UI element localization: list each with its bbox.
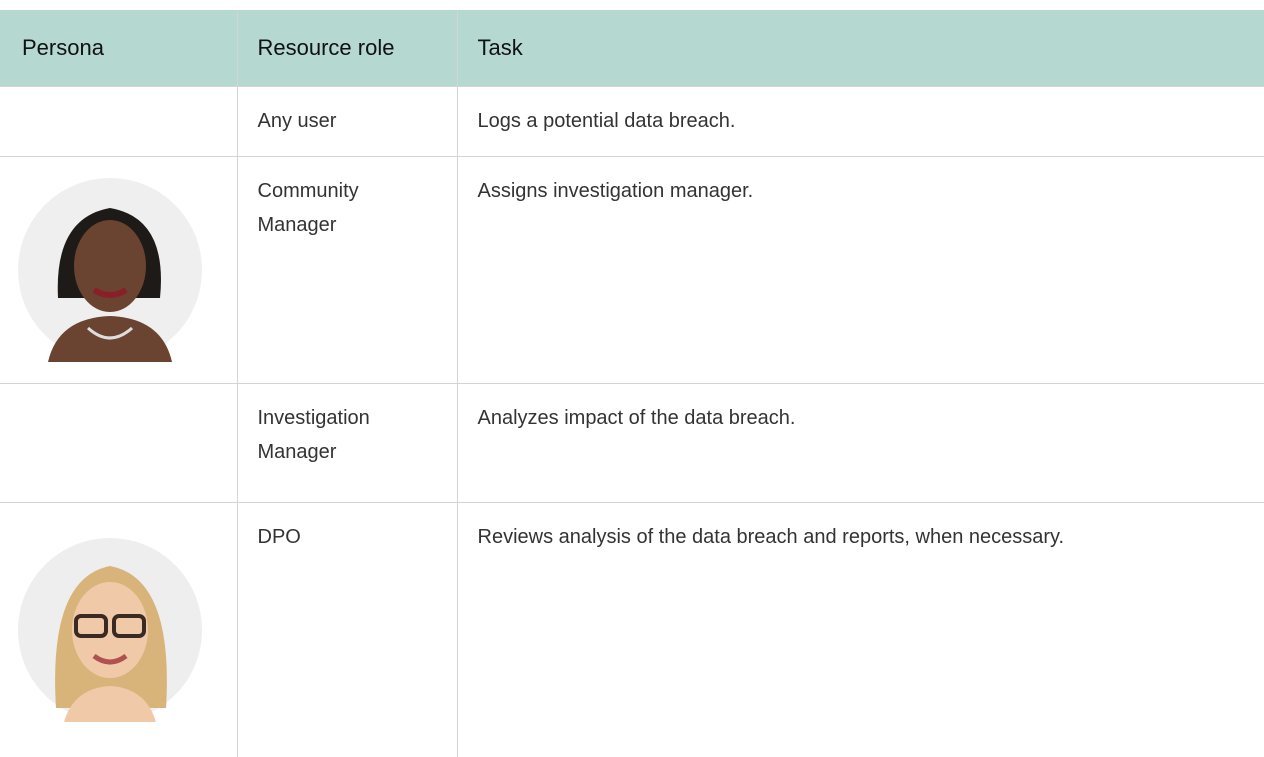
task-cell: Reviews analysis of the data breach and …: [457, 503, 1264, 757]
role-cell: Community Manager: [237, 157, 457, 384]
task-cell: Assigns investigation manager.: [457, 157, 1264, 384]
task-cell: Logs a potential data breach.: [457, 87, 1264, 157]
header-cell: Persona: [0, 10, 237, 87]
role-cell: Investigation Manager: [237, 384, 457, 503]
persona-cell: [0, 503, 237, 757]
task-cell: Analyzes impact of the data breach.: [457, 384, 1264, 503]
role-cell: Any user: [237, 87, 457, 157]
row: Any user Logs a potential data breach.: [0, 87, 1264, 157]
row: DPO Reviews analysis of the data breach …: [0, 503, 1264, 757]
header-cell: Resource role: [237, 10, 457, 87]
row: Community Manager Assigns investigation …: [0, 157, 1264, 384]
role-cell: DPO: [237, 503, 457, 757]
header-cell: Task: [457, 10, 1264, 87]
header-row: Persona Resource role Task: [0, 10, 1264, 87]
persona-table: Persona Resource role Task Any user Logs…: [0, 10, 1264, 757]
avatar: [18, 538, 202, 722]
persona-cell: [0, 384, 237, 503]
persona-cell: [0, 157, 237, 384]
row: Investigation Manager Analyzes impact of…: [0, 384, 1264, 503]
page: Persona Resource role Task Any user Logs…: [0, 0, 1264, 720]
persona-cell: [0, 87, 237, 157]
avatar: [18, 178, 202, 362]
